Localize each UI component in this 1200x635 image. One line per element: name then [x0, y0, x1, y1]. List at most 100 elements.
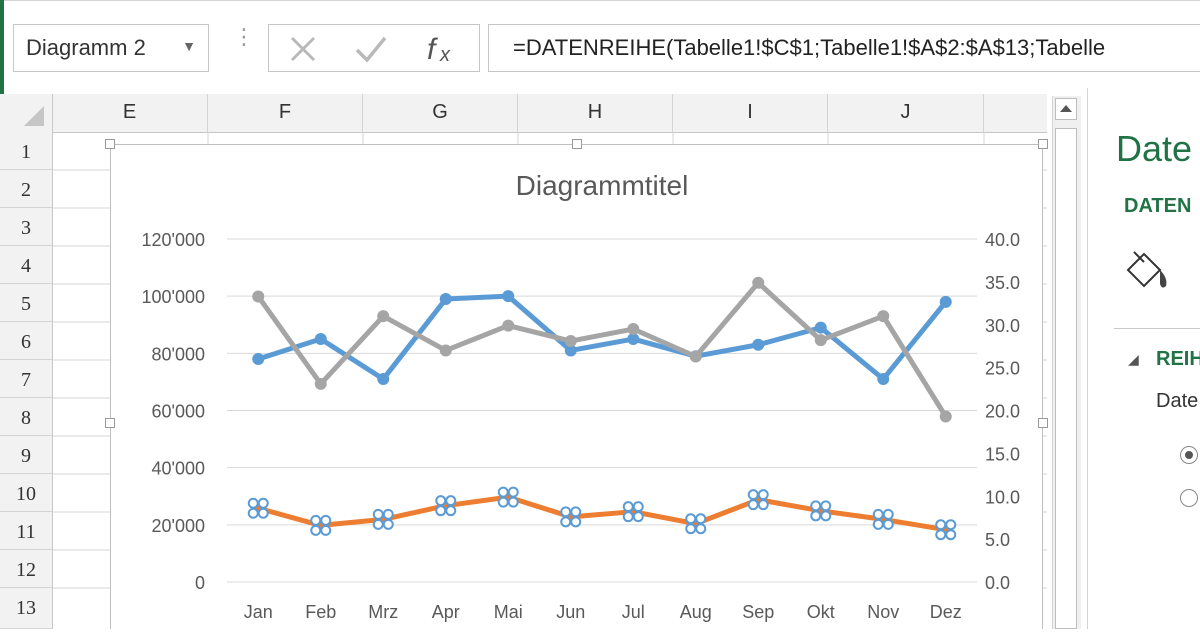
selection-handle	[247, 507, 259, 519]
row-header-11[interactable]: 11	[0, 512, 52, 550]
selection-handle	[560, 506, 572, 518]
right-axis-tick-label: 25.0	[985, 359, 1020, 379]
category-label: Apr	[432, 602, 460, 622]
vertical-scrollbar[interactable]	[1052, 96, 1081, 629]
selection-handle	[935, 529, 947, 541]
right-axis-tick-label: 30.0	[985, 316, 1020, 336]
left-axis-tick-label: 40'000	[152, 459, 206, 479]
pane-title: Date	[1116, 128, 1193, 169]
row-header-5[interactable]: 5	[0, 284, 52, 322]
data-point-blue	[627, 333, 640, 346]
column-header-g[interactable]: G	[363, 94, 518, 132]
scroll-thumb[interactable]	[1055, 128, 1077, 629]
left-axis-tick-label: 0	[195, 573, 205, 593]
row-header-7[interactable]: 7	[0, 360, 52, 398]
selection-handle	[435, 495, 447, 507]
line-chart[interactable]: Diagrammtitel 0 20'000 40'000 60'000 80'000 10…	[111, 145, 1042, 630]
selection-handle	[435, 505, 447, 517]
selection-handle	[622, 511, 634, 523]
selection-handle	[497, 486, 509, 498]
plot-series-on-label: Date	[1156, 390, 1199, 412]
category-label: Jun	[556, 602, 585, 622]
select-all-corner[interactable]	[0, 94, 53, 132]
row-header-1[interactable]: 1	[0, 132, 52, 170]
left-axis-tick-label: 20'000	[152, 516, 206, 536]
name-box[interactable]: Diagramm 2 ▼	[13, 24, 209, 72]
row-header-8[interactable]: 8	[0, 398, 52, 436]
radio-primary-axis[interactable]	[1180, 446, 1198, 464]
data-point-blue	[252, 353, 265, 366]
selection-handle	[945, 529, 957, 541]
column-header-j[interactable]: J	[828, 94, 984, 132]
category-label: Jan	[244, 602, 273, 622]
row-header-2[interactable]: 2	[0, 170, 52, 208]
selection-handle	[757, 489, 769, 501]
row-header-4[interactable]: 4	[0, 246, 52, 284]
selection-handle	[685, 513, 697, 525]
row-header-13[interactable]: 13	[0, 588, 52, 629]
section-header-series[interactable]: REIH	[1156, 348, 1200, 370]
chevron-down-icon[interactable]: ▼	[182, 38, 196, 54]
column-header-e[interactable]: E	[52, 94, 208, 132]
selection-handle	[247, 497, 259, 509]
formula-input[interactable]: =DATENREIHE(Tabelle1!$C$1;Tabelle1!$A$2:…	[488, 24, 1200, 72]
row-header-3[interactable]: 3	[0, 208, 52, 246]
formula-text: =DATENREIHE(Tabelle1!$C$1;Tabelle1!$A$2:…	[513, 35, 1106, 60]
selection-handle	[757, 499, 769, 511]
cancel-icon[interactable]	[281, 29, 325, 69]
column-header-h[interactable]: H	[518, 94, 673, 132]
data-point-blue	[939, 295, 952, 308]
data-point-blue	[502, 290, 515, 303]
data-point-blue	[377, 373, 390, 386]
selection-handle	[935, 519, 947, 531]
selection-handle	[257, 507, 269, 519]
category-label: Aug	[680, 602, 712, 622]
right-axis-tick-label: 15.0	[985, 444, 1020, 464]
scroll-up-button[interactable]	[1055, 98, 1077, 120]
resize-handle[interactable]	[1038, 139, 1048, 149]
data-point-gray	[252, 290, 265, 303]
selection-handle	[310, 514, 322, 526]
selection-handle	[622, 501, 634, 513]
column-header-f[interactable]: F	[208, 94, 363, 132]
name-box-value: Diagramm 2	[26, 35, 146, 60]
confirm-icon[interactable]	[349, 29, 393, 69]
fill-bucket-icon[interactable]	[1124, 248, 1174, 297]
selection-handle	[820, 510, 832, 522]
category-label: Jul	[622, 602, 645, 622]
selection-handle	[570, 506, 582, 518]
data-point-gray	[814, 334, 827, 347]
right-axis-tick-label: 5.0	[985, 530, 1010, 550]
row-header-6[interactable]: 6	[0, 322, 52, 360]
chart-area[interactable]: Diagrammtitel 0 20'000 40'000 60'000 80'000 10…	[110, 144, 1043, 629]
row-header-9[interactable]: 9	[0, 436, 52, 474]
selection-handle	[882, 518, 894, 530]
selection-handle	[872, 518, 884, 530]
series-line-gray	[255, 280, 949, 420]
column-header-i[interactable]: I	[673, 94, 828, 132]
chart-title: Diagrammtitel	[516, 170, 689, 201]
pane-tab-series-options[interactable]: DATEN	[1124, 195, 1192, 217]
collapse-triangle-icon[interactable]: ◢	[1128, 351, 1139, 367]
row-header-12[interactable]: 12	[0, 550, 52, 588]
row-header-10[interactable]: 10	[0, 474, 52, 512]
data-point-blue	[564, 344, 577, 357]
resize-handle[interactable]	[105, 418, 115, 428]
data-point-gray	[439, 344, 452, 357]
selection-handle	[257, 497, 269, 509]
svg-text:x: x	[439, 44, 451, 66]
selection-handle	[810, 510, 822, 522]
data-point-gray	[689, 350, 702, 363]
resize-handle[interactable]	[572, 139, 582, 149]
more-vertical-icon[interactable]: ⋮	[233, 26, 255, 48]
selection-handle	[497, 496, 509, 508]
selection-handle	[372, 508, 384, 520]
selection-handle	[685, 523, 697, 535]
data-point-gray	[627, 323, 640, 336]
resize-handle[interactable]	[1038, 418, 1048, 428]
radio-secondary-axis[interactable]	[1180, 489, 1198, 507]
data-point-gray	[502, 319, 515, 332]
selection-handle	[632, 501, 644, 513]
resize-handle[interactable]	[105, 139, 115, 149]
